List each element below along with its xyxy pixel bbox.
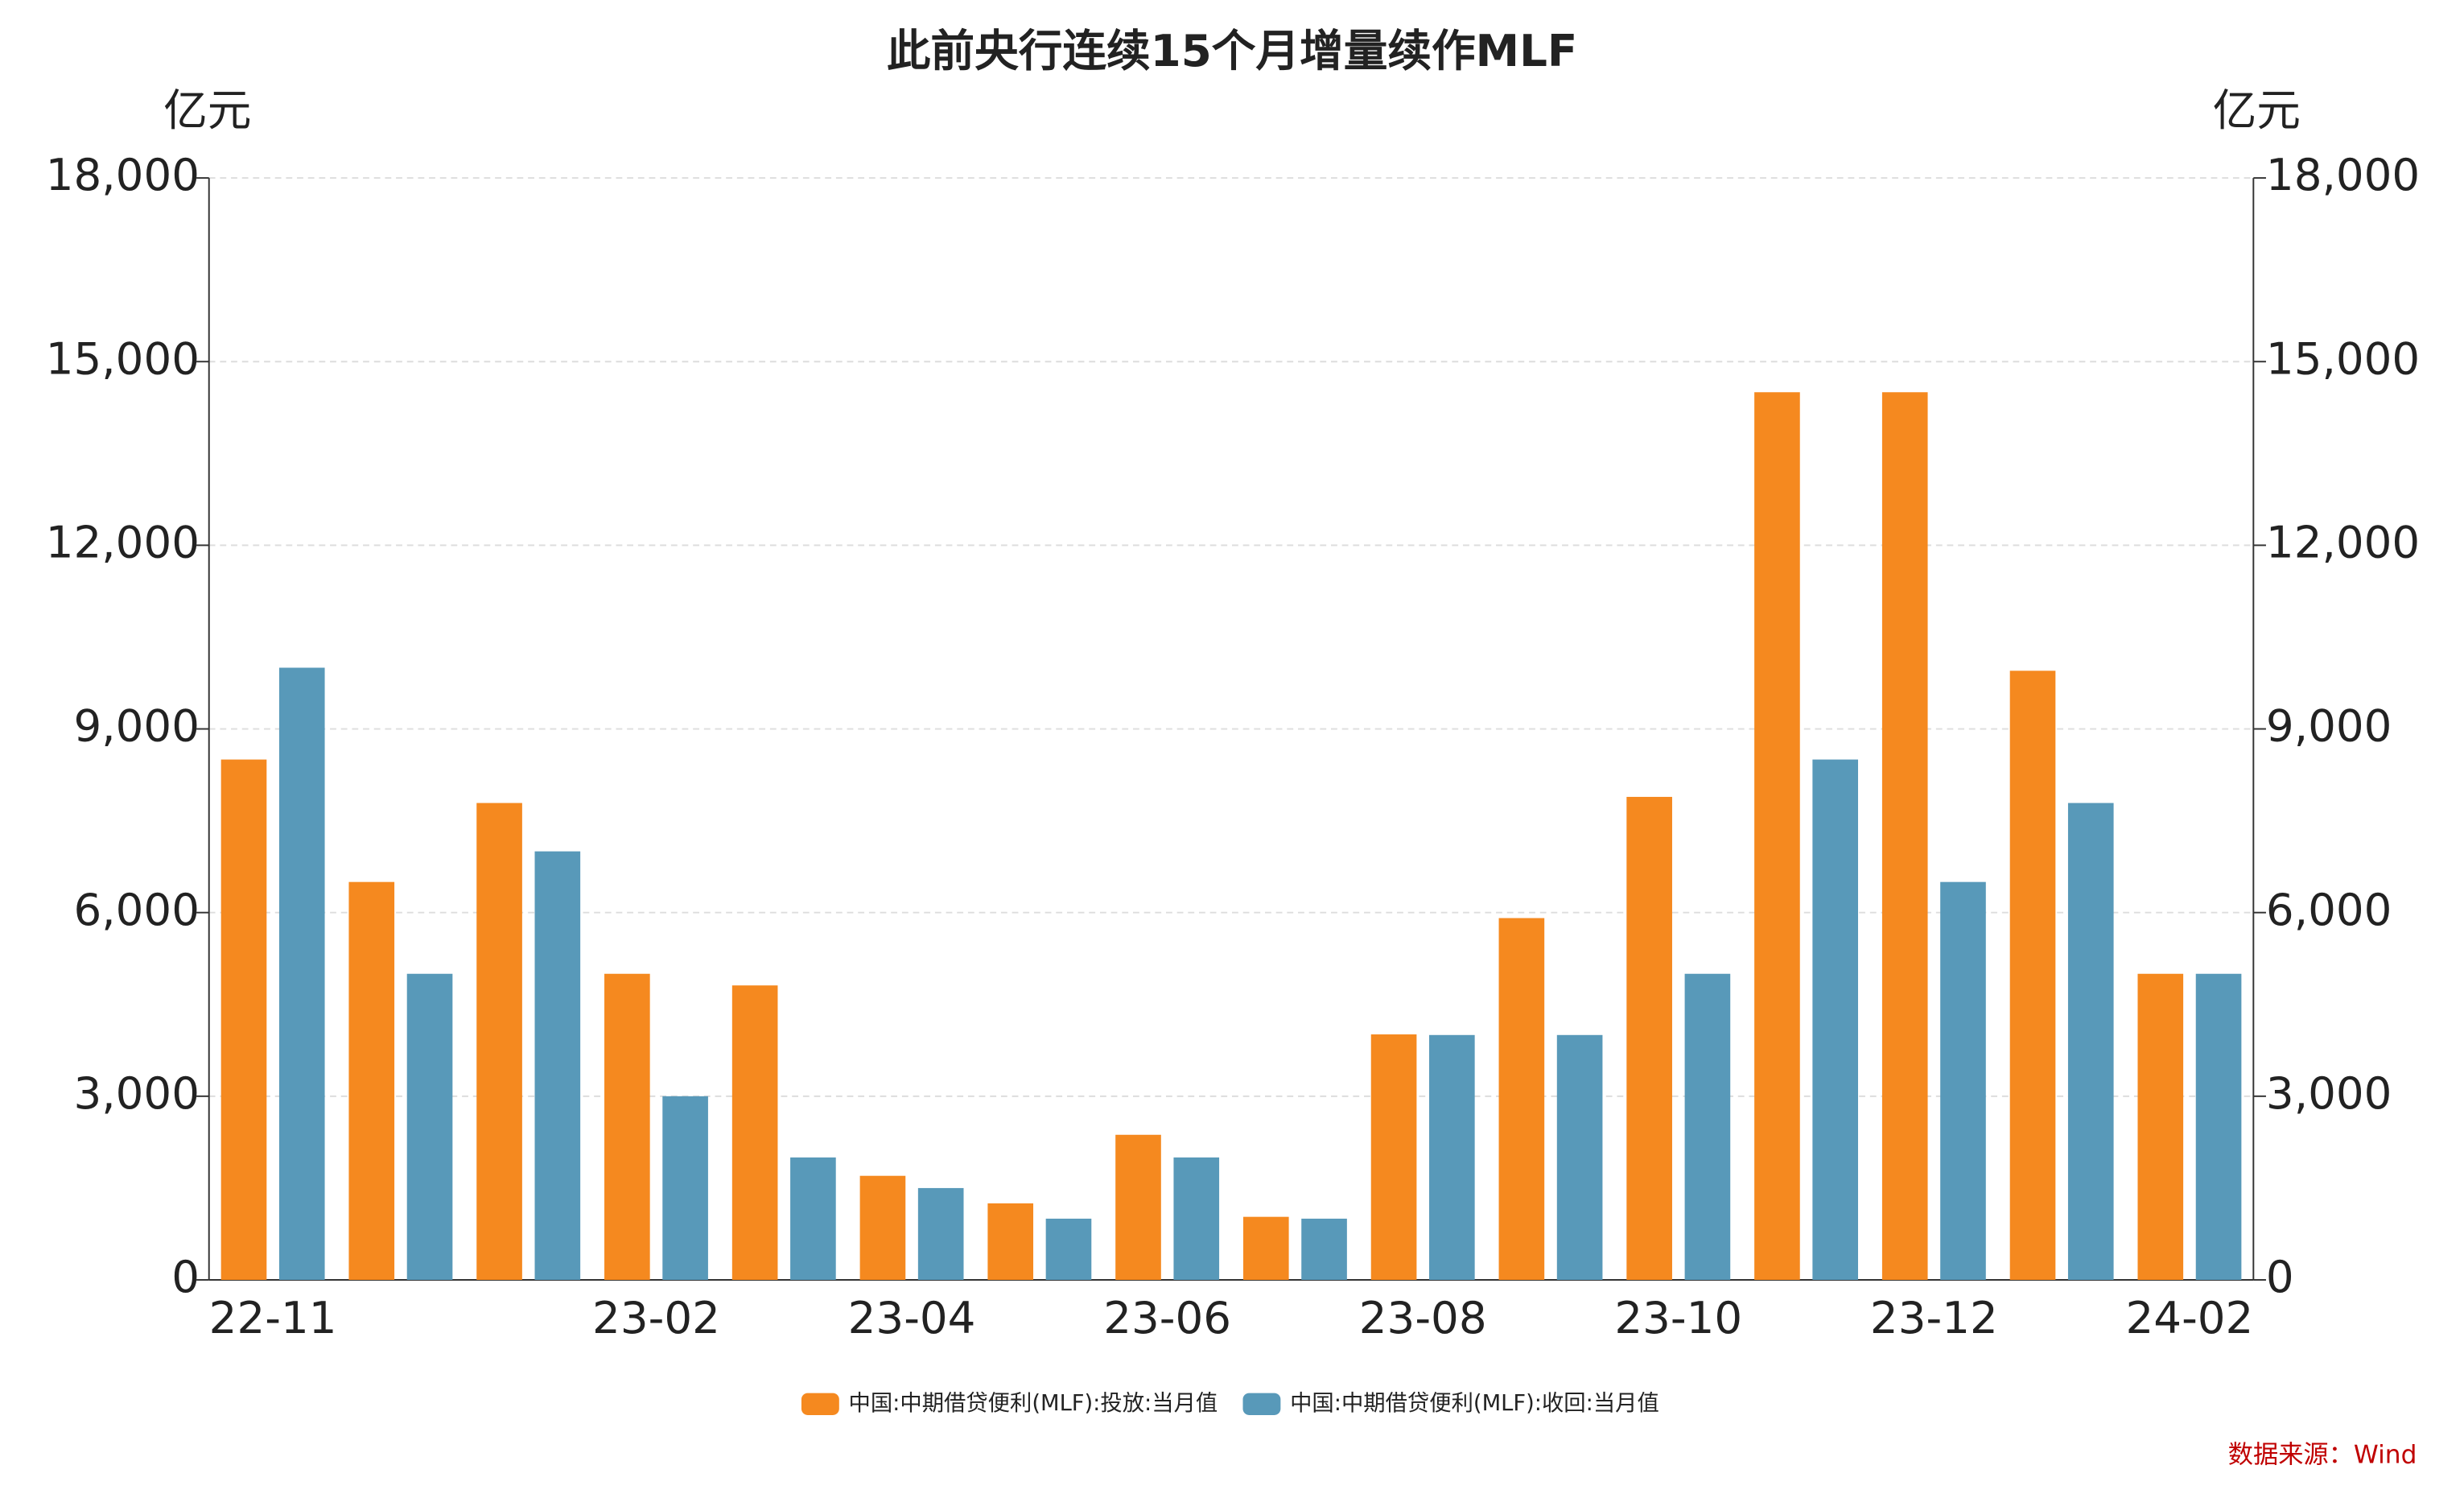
bar [1429,1034,1475,1281]
x-tick-label: 23-10 [1614,1292,1742,1343]
y-tick-label: 18,000 [46,149,200,200]
chart-title: 此前央行连续15个月增量续作MLF [887,25,1578,76]
bar [1242,1216,1289,1281]
bar [534,851,581,1281]
y2-tick-label: 0 [2266,1251,2294,1302]
x-tick-label: 23-12 [1870,1292,1998,1343]
legend-swatch [801,1393,839,1415]
bar [2195,973,2242,1281]
bar [2137,973,2184,1281]
bar [917,1187,964,1281]
bar [278,667,325,1281]
bar [859,1175,906,1281]
y-tick-label: 6,000 [74,884,200,935]
y-tick-label: 0 [171,1251,200,1302]
bar [476,803,522,1281]
bar [1754,392,1800,1281]
y-tick-label: 15,000 [46,332,200,384]
bar [1370,1034,1417,1281]
y-tick-label: 12,000 [46,517,200,568]
x-tick-label: 22-11 [209,1292,337,1343]
y-axis-unit: 亿元 [163,85,251,136]
bar [604,973,650,1281]
x-tick-label: 23-06 [1103,1292,1231,1343]
y-tick-label: 3,000 [74,1067,200,1119]
bar [1881,392,1928,1281]
bar [662,1096,708,1281]
y2-tick-label: 18,000 [2266,149,2420,200]
bar [1115,1134,1161,1281]
bar [2009,671,2056,1281]
legend-label: 中国:中期借贷便利(MLF):收回:当月值 [1290,1391,1659,1416]
y2-tick-label: 9,000 [2266,700,2392,752]
bar [348,881,395,1281]
x-tick-label: 23-08 [1359,1292,1487,1343]
bar [731,985,778,1281]
y2-axis-unit: 亿元 [2213,85,2301,136]
legend-label: 中国:中期借贷便利(MLF):投放:当月值 [849,1391,1218,1416]
bar [2067,803,2114,1281]
bar [1301,1218,1347,1281]
source-note: 数据来源：Wind [2228,1441,2417,1470]
x-tick-label: 23-02 [592,1292,720,1343]
bar [220,759,267,1281]
bar [1556,1034,1603,1281]
bar [1045,1218,1092,1281]
bar [1626,796,1672,1281]
bar [1684,973,1731,1281]
y2-tick-label: 6,000 [2266,884,2392,935]
bar [1812,759,1859,1281]
y2-tick-label: 3,000 [2266,1067,2392,1119]
y2-tick-label: 12,000 [2266,517,2420,568]
bar [987,1203,1034,1281]
y-tick-label: 9,000 [74,700,200,752]
bar [1940,881,1986,1281]
bar [1173,1157,1220,1281]
bar [1498,918,1545,1281]
x-tick-label: 24-02 [2126,1292,2254,1343]
x-tick-label: 23-04 [848,1292,976,1343]
y2-tick-label: 15,000 [2266,332,2420,384]
legend-swatch [1242,1393,1281,1415]
bar [790,1157,836,1281]
bar [406,973,453,1281]
